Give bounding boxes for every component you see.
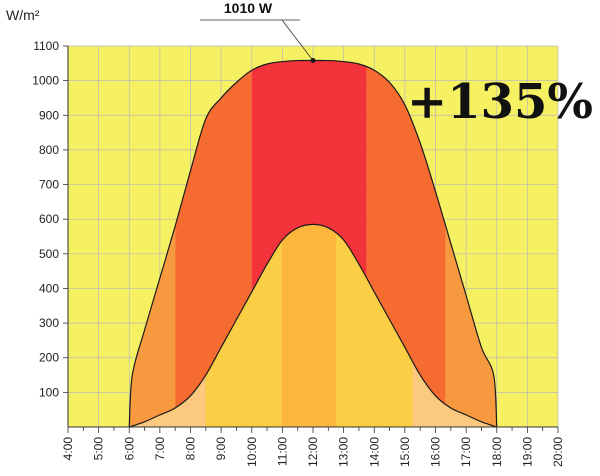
y-tick-label: 300 (39, 316, 59, 330)
percentage-annotation: +135% (407, 74, 593, 130)
y-tick-label: 800 (39, 143, 59, 157)
x-tick-label: 15:00 (398, 437, 412, 467)
x-tick-label: 5:00 (92, 437, 106, 461)
x-tick-label: 13:00 (337, 437, 351, 467)
inner-series-line (129, 223, 497, 428)
x-tick-label: 16:00 (429, 437, 443, 467)
y-tick-label: 500 (39, 247, 59, 261)
x-tick-label: 6:00 (122, 437, 136, 461)
y-tick-label: 200 (39, 351, 59, 365)
inner-band (282, 224, 336, 427)
x-tick-label: 17:00 (459, 437, 473, 467)
y-tick-label: 100 (39, 385, 59, 399)
y-tick-label: 1000 (32, 74, 59, 88)
y-tick-labels: 100 200 300 400 500 600 700 800 900 1000 1100 (32, 39, 68, 399)
x-tick-label: 9:00 (214, 437, 228, 461)
x-tick-label: 19:00 (520, 437, 534, 467)
peak-marker (310, 58, 316, 64)
x-tick-label: 7:00 (153, 437, 167, 461)
x-tick-label: 14:00 (367, 437, 381, 467)
x-tick-label: 10:00 (245, 437, 259, 467)
y-tick-label: 900 (39, 108, 59, 122)
y-tick-label: 1100 (33, 39, 59, 53)
x-tick-label: 4:00 (61, 437, 75, 461)
peak-leader-line (281, 19, 314, 61)
x-tick-label: 20:00 (551, 437, 565, 467)
x-tick-label: 11:00 (275, 437, 289, 466)
x-tick-label: 18:00 (490, 437, 504, 467)
x-tick-label: 12:00 (306, 437, 320, 467)
y-tick-label: 400 (39, 281, 59, 295)
x-tick-label: 8:00 (184, 437, 198, 461)
peak-label: 1010 W (224, 0, 273, 16)
y-axis-unit: W/m² (6, 7, 40, 23)
y-tick-label: 600 (39, 212, 59, 226)
y-tick-label: 700 (39, 178, 59, 192)
x-tick-labels: 4:00 5:00 6:00 7:00 8:00 9:00 10:00 11:00 12:00 1… (61, 427, 565, 467)
